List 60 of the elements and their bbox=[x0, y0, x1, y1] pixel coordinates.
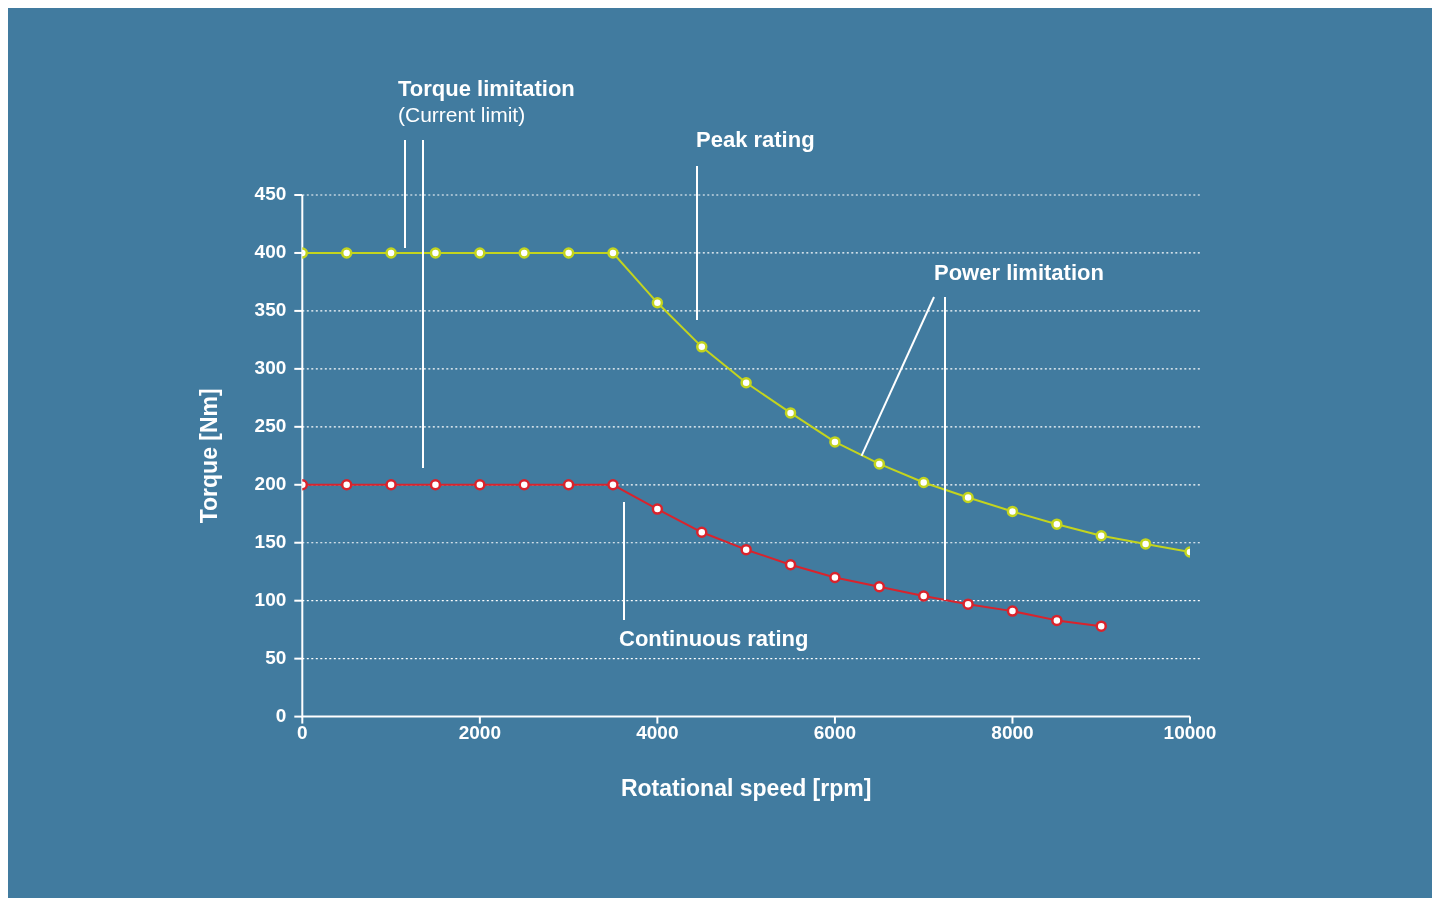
point bbox=[1051, 518, 1063, 530]
point bbox=[740, 543, 752, 556]
point bbox=[385, 479, 397, 491]
y-axis-title: Torque [Nm] bbox=[196, 388, 223, 524]
x-tick-label: 0 bbox=[297, 722, 308, 744]
y-tick-label: 250 bbox=[254, 415, 287, 437]
point bbox=[518, 479, 530, 491]
point bbox=[829, 571, 841, 584]
y-tick-label: 150 bbox=[254, 530, 287, 552]
point bbox=[784, 559, 797, 571]
point bbox=[829, 436, 841, 448]
point bbox=[385, 247, 397, 259]
annotation: Continuous rating bbox=[619, 626, 809, 651]
point bbox=[1006, 605, 1019, 617]
x-tick-label: 2000 bbox=[458, 722, 501, 744]
point bbox=[740, 377, 752, 389]
point bbox=[917, 590, 930, 602]
y-tick-label: 300 bbox=[254, 357, 287, 379]
point bbox=[1139, 538, 1152, 550]
y-tick-label: 100 bbox=[254, 588, 287, 610]
x-axis-title: Rotational speed [rpm] bbox=[620, 774, 872, 801]
point bbox=[562, 247, 575, 259]
point bbox=[962, 598, 974, 610]
point bbox=[607, 247, 619, 259]
point bbox=[429, 479, 442, 491]
point bbox=[696, 526, 708, 539]
y-tick-label: 0 bbox=[275, 704, 287, 726]
x-tick-label: 6000 bbox=[813, 722, 857, 744]
x-tick-label: 8000 bbox=[991, 722, 1034, 744]
x-tick-label: 10000 bbox=[1163, 722, 1217, 744]
text: (Current limit) bbox=[398, 103, 526, 126]
y-tick-label: 50 bbox=[265, 646, 287, 668]
point bbox=[340, 247, 353, 259]
point bbox=[474, 479, 486, 491]
point bbox=[917, 476, 930, 489]
y-tick-label: 450 bbox=[254, 183, 287, 205]
point bbox=[607, 479, 619, 491]
text: Peak rating bbox=[696, 127, 815, 152]
point bbox=[1051, 614, 1063, 627]
point bbox=[1095, 620, 1107, 632]
point bbox=[784, 407, 797, 419]
point bbox=[1095, 530, 1107, 542]
point bbox=[340, 479, 353, 491]
point bbox=[429, 247, 442, 259]
point bbox=[651, 297, 664, 309]
text: Torque limitation bbox=[398, 76, 575, 101]
y-tick-label: 400 bbox=[254, 241, 287, 263]
point bbox=[1006, 505, 1019, 518]
x-tick-label: 4000 bbox=[636, 722, 679, 744]
point bbox=[962, 491, 974, 504]
point bbox=[518, 247, 530, 259]
point bbox=[651, 503, 664, 515]
y-tick-label: 350 bbox=[254, 299, 287, 321]
point bbox=[873, 581, 886, 593]
point bbox=[873, 458, 886, 470]
point bbox=[562, 479, 575, 491]
point bbox=[474, 247, 486, 259]
annotation: Power limitation bbox=[934, 260, 1104, 285]
point bbox=[696, 341, 708, 353]
y-tick-label: 200 bbox=[254, 473, 287, 495]
